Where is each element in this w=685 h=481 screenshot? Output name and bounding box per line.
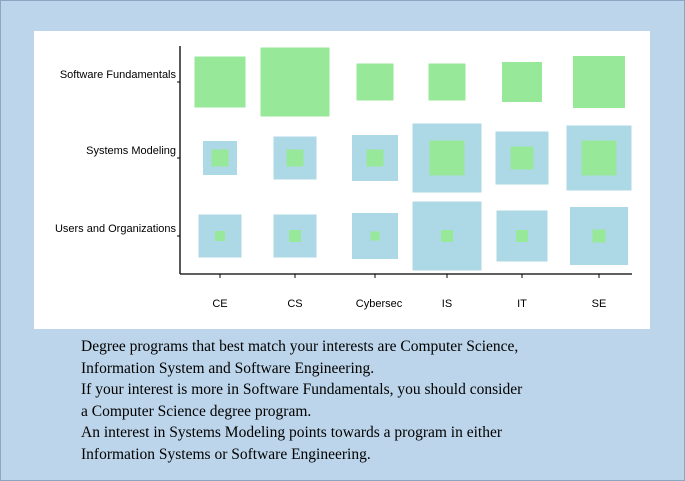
inner-square bbox=[592, 229, 606, 243]
x-tick-label: IT bbox=[517, 298, 527, 310]
inner-square bbox=[215, 231, 225, 241]
x-tick-label: Cybersec bbox=[356, 298, 403, 310]
chart-panel: Software Fundamentals Systems Modeling Use… bbox=[34, 31, 650, 329]
inner-square bbox=[441, 230, 453, 242]
caption-line-2: Information System and Software Engineer… bbox=[81, 359, 375, 377]
y-tick-label: Systems Modeling bbox=[86, 145, 176, 157]
inner-square bbox=[428, 63, 466, 101]
caption-line-6: Information Systems or Software Engineer… bbox=[81, 445, 371, 463]
caption-text: Degree programs that best match your int… bbox=[81, 336, 661, 465]
x-tick-label: CE bbox=[212, 298, 227, 310]
x-tick-label: IS bbox=[442, 298, 452, 310]
inner-square bbox=[516, 230, 528, 242]
x-tick-label: CS bbox=[287, 298, 302, 310]
inner-square bbox=[289, 230, 301, 242]
inner-square bbox=[573, 56, 625, 108]
y-tick-label: Software Fundamentals bbox=[60, 69, 177, 81]
caption-line-1: Degree programs that best match your int… bbox=[81, 338, 519, 355]
inner-square bbox=[510, 146, 534, 170]
x-tick-label: SE bbox=[592, 298, 607, 310]
inner-square bbox=[370, 231, 380, 241]
inner-square bbox=[356, 63, 394, 101]
caption-line-3: If your interest is more in Software Fun… bbox=[81, 381, 523, 398]
inner-square bbox=[286, 149, 304, 167]
inner-square bbox=[194, 56, 246, 108]
bubble-matrix-chart: Software Fundamentals Systems Modeling Use… bbox=[55, 46, 632, 310]
inner-square bbox=[502, 62, 542, 102]
inner-square bbox=[429, 140, 465, 176]
caption-line-5: An interest in Systems Modeling points t… bbox=[81, 424, 503, 441]
inner-square bbox=[581, 140, 617, 176]
y-tick-label: Users and Organizations bbox=[55, 223, 177, 235]
inner-square bbox=[260, 47, 330, 117]
inner-square bbox=[211, 149, 229, 167]
caption-line-4: a Computer Science degree program. bbox=[81, 402, 312, 420]
inner-square bbox=[366, 149, 384, 167]
